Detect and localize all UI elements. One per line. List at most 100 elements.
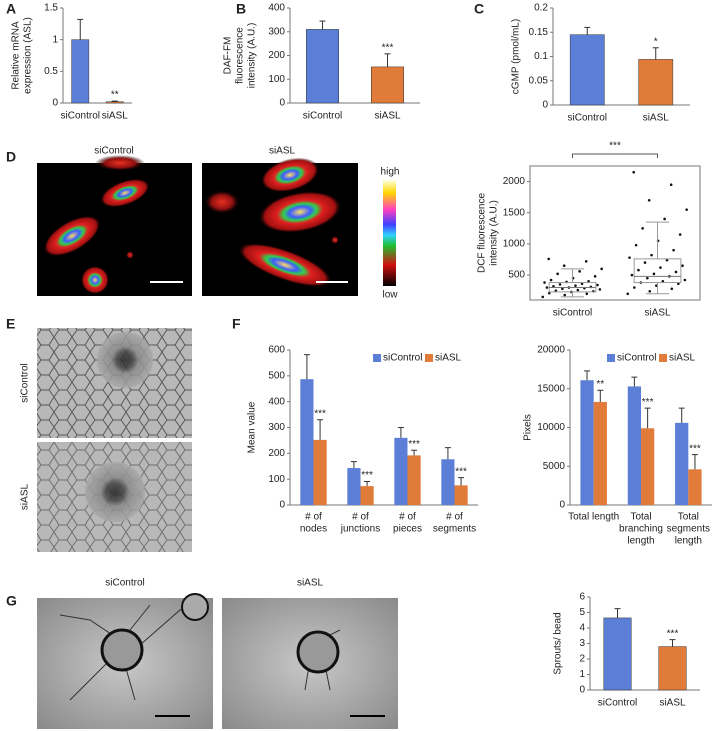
data-point	[580, 282, 584, 286]
data-point	[678, 233, 682, 236]
data-point	[584, 260, 588, 263]
data-point	[641, 227, 644, 230]
data-point	[661, 280, 665, 283]
data-point	[650, 253, 653, 257]
image-label: siASL	[269, 146, 296, 157]
data-point	[670, 287, 674, 291]
bar	[371, 66, 404, 104]
legend-swatch	[659, 354, 667, 362]
data-point	[677, 282, 680, 286]
x-tick-label: length	[627, 536, 654, 547]
x-tick-label: pieces	[393, 524, 422, 535]
y-tick-label: 500	[268, 370, 285, 381]
y-tick-label: 300	[268, 422, 285, 433]
y-tick-label: 6	[579, 592, 585, 603]
y-tick-label: 0	[559, 500, 565, 511]
x-tick-label: siASL	[659, 698, 686, 709]
data-point	[547, 291, 551, 295]
data-point	[637, 268, 640, 272]
data-point	[552, 284, 555, 288]
bar	[638, 59, 674, 106]
data-point	[683, 278, 687, 282]
data-point	[626, 292, 630, 296]
network-image	[37, 442, 192, 552]
data-point	[685, 208, 688, 211]
significance: ***	[314, 408, 326, 419]
x-tick-label: siControl	[568, 113, 607, 124]
color-scale	[383, 180, 396, 286]
bar	[347, 468, 361, 505]
data-point	[643, 261, 647, 264]
y-tick-label: 400	[268, 3, 285, 14]
bead-image	[37, 593, 213, 729]
y-axis-label: Relative mRNA	[11, 21, 22, 90]
image-label: siControl	[94, 146, 133, 157]
x-tick-label: branching	[619, 524, 663, 535]
y-tick-label: 400	[268, 396, 285, 407]
data-point	[561, 287, 564, 291]
data-point	[547, 257, 550, 261]
data-point	[652, 272, 656, 276]
y-axis-label: cGMP (pmol/mL)	[511, 19, 522, 94]
bead-image	[222, 598, 398, 729]
y-axis-label: DAF-FM	[223, 37, 234, 75]
y-tick-label: 1	[52, 34, 58, 45]
legend-label: siControl	[383, 353, 422, 364]
x-tick-label: siASL	[102, 111, 129, 122]
bar	[394, 437, 408, 505]
image-label: siControl	[105, 578, 144, 589]
legend-swatch	[425, 354, 433, 362]
y-tick-label: 4	[579, 623, 585, 634]
y-tick-label: 0	[542, 100, 548, 111]
significance: ***	[609, 141, 621, 152]
y-tick-label: 0	[579, 685, 585, 696]
bar	[454, 485, 468, 505]
image-label: siControl	[20, 363, 31, 402]
data-point	[554, 289, 558, 292]
y-tick-label: 0.15	[529, 27, 549, 38]
y-tick-label: 0.2	[534, 3, 548, 14]
data-point	[576, 288, 580, 292]
y-tick-label: 0	[279, 500, 285, 511]
data-point	[596, 283, 599, 287]
significance: **	[111, 90, 119, 101]
legend-label: siControl	[617, 353, 656, 364]
x-tick-label: siControl	[61, 111, 100, 122]
y-tick-label: 15000	[537, 383, 565, 394]
bar	[569, 34, 605, 106]
panel-letter: E	[6, 316, 15, 332]
panel-letter: B	[236, 1, 246, 17]
y-tick-label: 2000	[503, 176, 526, 187]
y-tick-label: 0.1	[534, 51, 548, 62]
y-tick-label: 1.5	[44, 3, 58, 14]
data-point	[556, 272, 559, 276]
y-axis-label: Sprouts/ bead	[553, 612, 564, 674]
y-axis-label: Pixels	[523, 414, 534, 441]
significance: ***	[361, 470, 373, 481]
bar	[627, 386, 641, 505]
data-point	[574, 284, 577, 287]
significance: ***	[455, 466, 467, 477]
data-point	[600, 267, 603, 271]
bar	[658, 646, 687, 691]
legend-label: siASL	[669, 353, 696, 364]
x-tick-label: # of	[352, 512, 369, 523]
bar	[603, 617, 632, 691]
y-axis-label: DCF fluorescence	[477, 193, 488, 273]
legend-label: siASL	[435, 353, 462, 364]
scale-label: high	[381, 167, 400, 178]
data-point	[563, 293, 567, 297]
y-tick-label: 5	[579, 607, 585, 618]
bar	[407, 455, 421, 505]
heatmap-image	[202, 157, 358, 296]
y-axis-label: fluorescence	[235, 27, 246, 84]
y-tick-label: 100	[268, 474, 285, 485]
bar	[441, 459, 455, 505]
data-point	[665, 258, 669, 262]
bar	[313, 439, 327, 505]
significance: ***	[408, 439, 420, 450]
panel-letter: C	[474, 1, 484, 17]
image-label: siASL	[297, 578, 324, 589]
y-tick-label: 5000	[543, 461, 566, 472]
